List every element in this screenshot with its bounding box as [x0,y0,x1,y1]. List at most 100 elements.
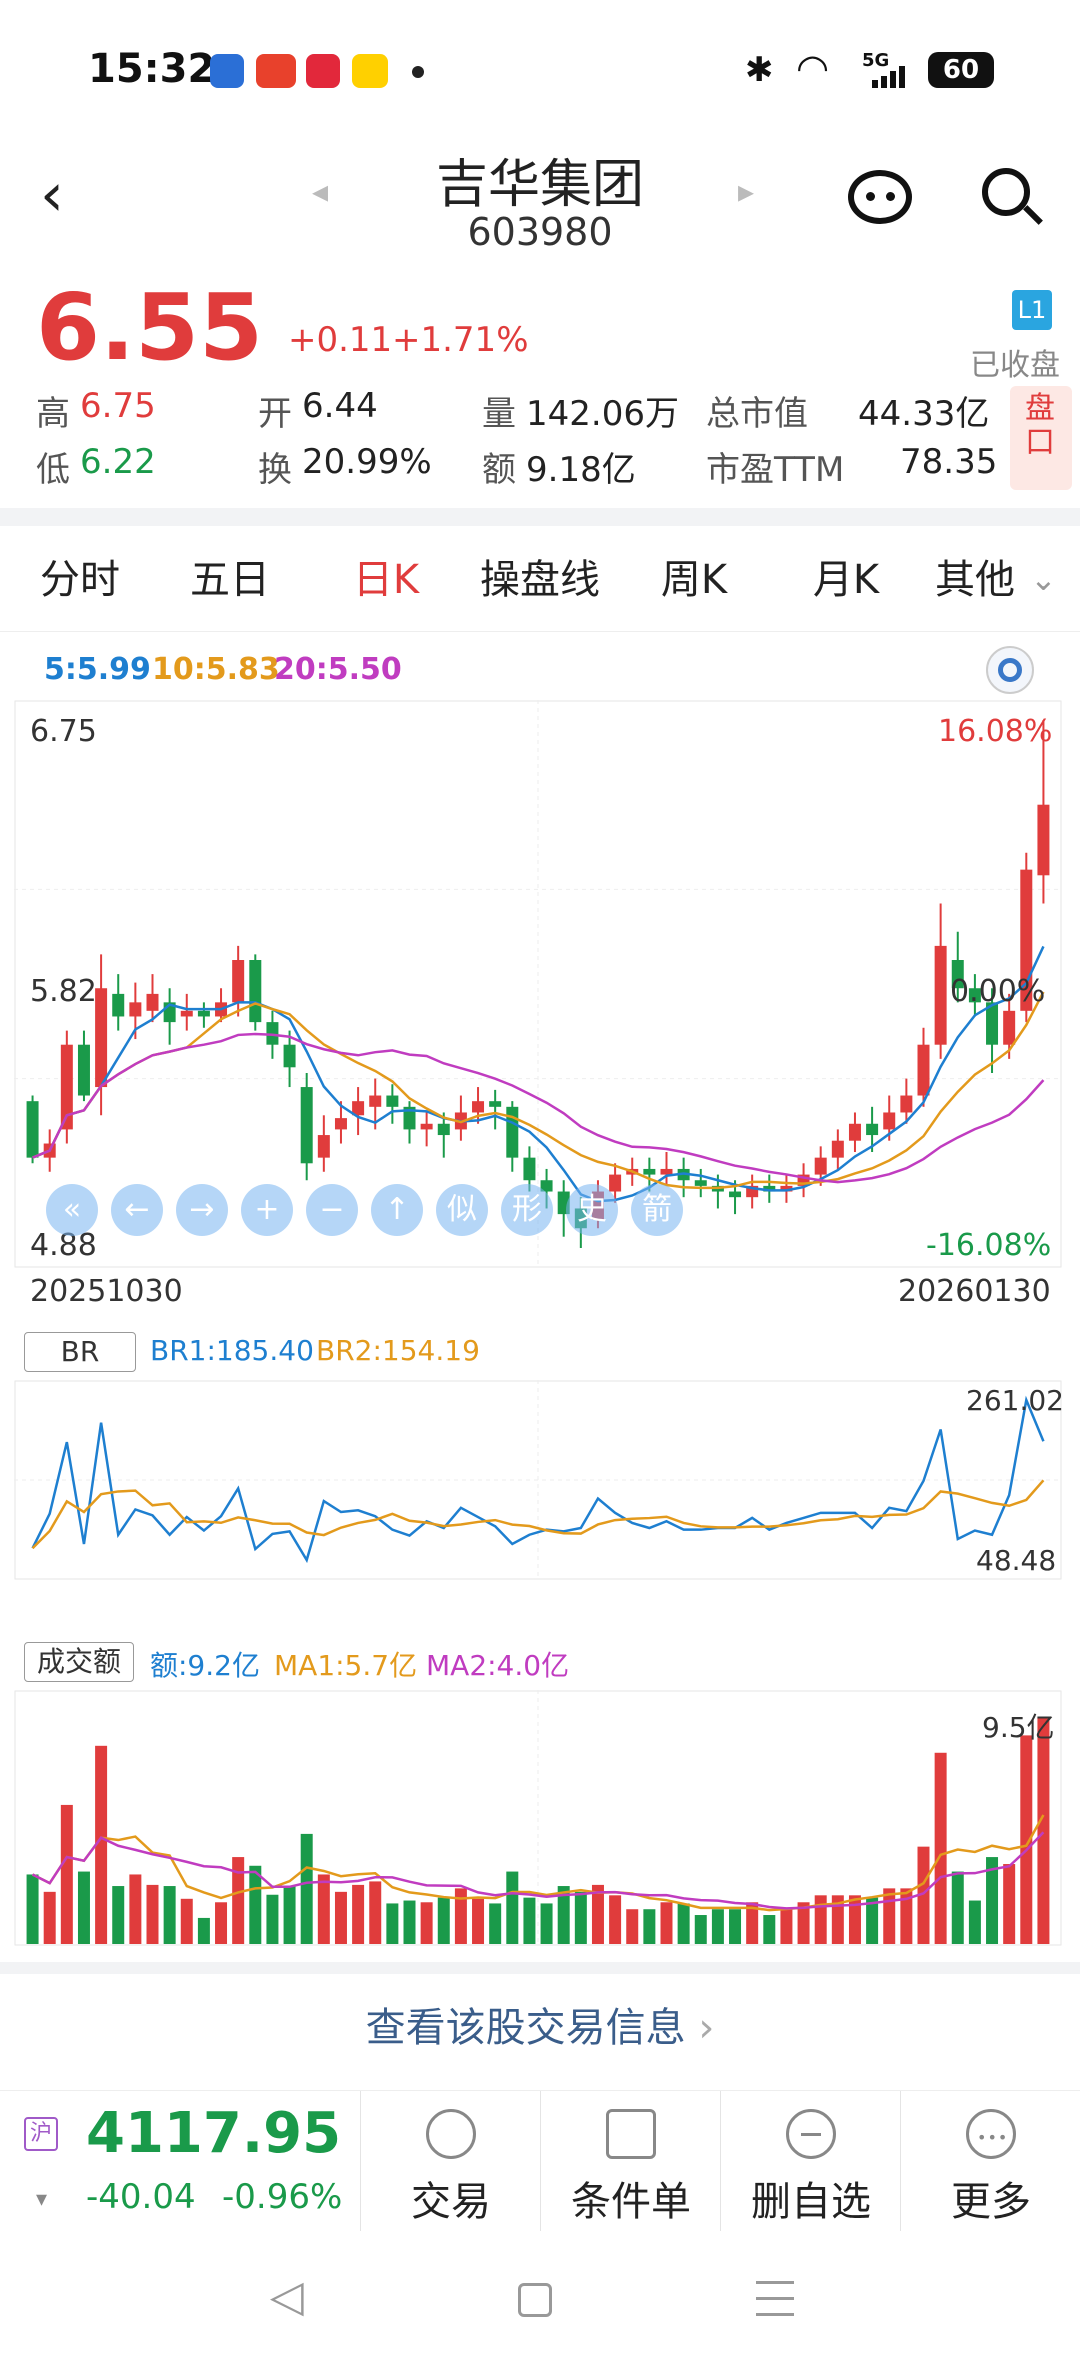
amount-bar [883,1888,896,1944]
candle-body [60,1044,73,1130]
trade-info-link[interactable]: 查看该股交易信息 › [0,1974,1080,2082]
chart-tool-chip[interactable]: − [306,1184,358,1236]
amount-bar [557,1886,570,1944]
back-icon[interactable]: ‹ [40,160,64,230]
amount-bar [420,1902,433,1944]
high-value: 6.75 [80,386,156,426]
chart-tool-chip[interactable]: 史 [566,1184,618,1236]
tab-trading-line[interactable]: 操盘线 [480,557,600,603]
nav-home-icon[interactable] [518,2283,552,2317]
nav-back-icon[interactable]: ◁ [270,2271,304,2322]
chevron-down-icon[interactable]: ⌄ [1030,560,1057,598]
current-price: 6.55 [36,274,263,381]
chart-tool-chip[interactable]: + [241,1184,293,1236]
stock-code: 603980 [467,210,613,254]
tab-five-day[interactable]: 五日 [190,557,270,603]
amount-bar [523,1897,536,1944]
market-state: 已收盘 [970,348,1060,383]
condition-order-icon [606,2109,656,2159]
kline-y-top: 6.75 [30,714,97,749]
more-label: 更多 [951,2179,1031,2225]
amount-bar [711,1909,724,1944]
br-max: 261.02 [966,1384,1064,1417]
network-type: 5G [862,50,890,71]
br-chart[interactable] [14,1380,1062,1580]
chart-tool-chip[interactable]: 箭 [631,1184,683,1236]
amount-bar [968,1900,981,1944]
br-indicator-tag[interactable]: BR [24,1332,136,1372]
nav-menu-icon[interactable] [756,2281,794,2317]
low-value: 6.22 [80,442,156,482]
amount-bar [866,1897,879,1944]
amount-bar [540,1903,553,1944]
amount-bar [591,1884,604,1944]
more-button[interactable]: ••• 更多 [900,2091,1080,2231]
more-icon: ••• [966,2109,1016,2159]
chart-tool-chip[interactable]: « [46,1184,98,1236]
expand-index-icon[interactable]: ▾ [36,2187,48,2212]
tab-weekly-k[interactable]: 周K [660,557,728,603]
tab-intraday[interactable]: 分时 [40,557,120,603]
ma10-legend: 10:5.83 [152,652,280,687]
amount-bar [1020,1735,1033,1944]
candle-body [643,1168,656,1175]
pankou-button[interactable]: 盘口 [1010,386,1072,490]
condition-order-button[interactable]: 条件单 [540,2091,720,2231]
candle-body [249,960,262,1023]
kline-y-mid: 5.82 [30,974,97,1009]
candle-body [814,1157,827,1175]
amount-bar [180,1898,193,1944]
turnover-label: 换 [258,450,292,490]
community-icon[interactable] [848,170,912,224]
kline-pct-bot: -16.08% [926,1228,1052,1263]
tab-daily-k[interactable]: 日K [352,557,420,603]
amount-bar [626,1909,639,1944]
trade-button[interactable]: 交易 [360,2091,540,2231]
amount-chart[interactable] [14,1690,1062,1946]
candle-body [917,1044,930,1096]
tab-monthly-k[interactable]: 月K [812,557,880,603]
next-stock-icon[interactable]: ▸ [738,172,755,210]
candle-body [146,993,159,1011]
br1-value: BR1:185.40 [150,1334,314,1367]
quote-panel: 6.55 +0.11 +1.71% L1 已收盘 高 6.75 开 6.44 量… [0,270,1080,490]
candle-body [300,1087,313,1164]
candle-body [420,1123,433,1130]
bluetooth-icon: ✱ [745,50,774,90]
wifi-icon: ◠ [796,46,830,90]
kline-chart[interactable] [14,700,1062,1268]
candle-body [523,1157,536,1181]
tab-other[interactable]: 其他 [935,557,1015,603]
amount-bar [403,1900,416,1944]
candle-body [334,1118,347,1130]
candle-body [77,1044,90,1096]
ma5-legend: 5:5.99 [44,652,151,687]
low-label: 低 [36,450,70,490]
chart-tool-chip[interactable]: → [176,1184,228,1236]
stock-name: 吉华集团 [435,155,644,215]
br2-value: BR2:154.19 [316,1334,480,1367]
chart-tool-chip[interactable]: 形 [501,1184,553,1236]
amount-bar [77,1871,90,1944]
prev-stock-icon[interactable]: ◂ [312,172,329,210]
chart-tool-chip[interactable]: 似 [436,1184,488,1236]
amount-indicator-tag[interactable]: 成交额 [24,1642,134,1682]
remove-watchlist-button[interactable]: 删自选 [720,2091,900,2231]
chart-tool-chip[interactable]: ← [111,1184,163,1236]
candle-body [900,1095,913,1113]
separator [0,508,1080,526]
amount-bar [951,1871,964,1944]
candle-body [540,1180,553,1192]
candle-body [609,1174,622,1192]
settings-gear-icon[interactable] [986,646,1034,694]
candle-body [951,960,964,989]
search-icon[interactable] [982,168,1030,216]
level1-badge[interactable]: L1 [1012,290,1052,330]
app-notification-icon [210,54,244,88]
chart-tool-chip[interactable]: ↑ [371,1184,423,1236]
amount-bar [249,1865,262,1944]
sh-index-value[interactable]: 4117.95 [86,2101,342,2166]
sh-index-tag: 沪 [24,2117,58,2151]
amount-bar [472,1898,485,1944]
candle-body [1003,1010,1016,1045]
